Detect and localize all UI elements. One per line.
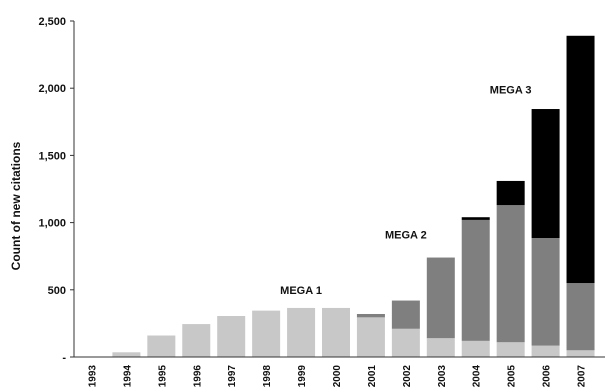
x-tick-label: 2004: [472, 365, 483, 388]
x-tick-label: 2003: [437, 365, 448, 388]
x-tick-label: 1999: [297, 365, 308, 388]
x-tick-label: 1997: [227, 365, 238, 388]
bar-segment-2005-series-1: [496, 342, 525, 357]
bar-segment-1997-series-1: [217, 316, 246, 357]
x-tick-label: 1996: [192, 365, 203, 388]
bar-segment-2002-series-1: [391, 328, 420, 357]
x-tick-label: 2000: [332, 365, 343, 388]
bar-segment-1999-series-1: [287, 307, 316, 357]
y-tick-label: 2,000: [38, 83, 66, 95]
y-tick-label: -: [62, 352, 66, 364]
y-tick-label: 500: [48, 285, 66, 297]
axes-layer: [70, 20, 605, 358]
bar-segment-2003-series-2: [426, 257, 455, 339]
bar-segment-2004-series-3: [461, 217, 490, 220]
bar-segment-2006-series-2: [531, 238, 560, 346]
bar-segment-1996-series-1: [182, 324, 211, 357]
bar-segment-2006-series-3: [531, 109, 560, 239]
bar-segment-1994-series-1: [112, 352, 141, 357]
x-tick-label: 2006: [542, 365, 553, 388]
x-tick-label: 1994: [122, 365, 133, 388]
bar-segment-2004-series-2: [461, 219, 490, 341]
y-tick-label: 1,000: [38, 218, 66, 230]
y-axis-title: Count of new citations: [9, 141, 23, 270]
bar-segment-2004-series-1: [461, 340, 490, 357]
x-tick-label: 1998: [262, 365, 273, 388]
bar-segment-2001-series-1: [356, 317, 385, 357]
x-tick-label: 2002: [402, 365, 413, 388]
x-tick-label: 1993: [87, 365, 98, 388]
bar-segment-2002-series-2: [391, 300, 420, 329]
bar-segment-2003-series-1: [426, 338, 455, 357]
bar-segment-2001-series-2: [356, 313, 385, 318]
x-tick-label: 2001: [367, 365, 378, 388]
bar-segment-2000-series-1: [322, 307, 350, 357]
labels-layer: - 500 1,000 1,500 2,000 2,500 1993 1994 1995 1996…: [38, 16, 587, 387]
bar-segment-2005-series-3: [496, 180, 525, 206]
bar-segment-2007-series-2: [566, 283, 595, 351]
bar-segment-2007-series-1: [566, 350, 595, 357]
bar-segment-2006-series-1: [531, 345, 560, 357]
y-tick-label: 2,500: [38, 16, 66, 28]
bars-layer: [112, 35, 595, 357]
x-tick-label: 2005: [507, 365, 518, 388]
bar-segment-1998-series-1: [252, 310, 281, 357]
x-tick-label: 2007: [577, 365, 588, 388]
y-tick-label: 1,500: [38, 150, 66, 162]
annotation-label: MEGA 1: [280, 285, 322, 297]
bar-segment-2005-series-2: [496, 205, 525, 343]
bar-segment-2007-series-3: [566, 35, 595, 284]
annotation-label: MEGA 3: [490, 85, 532, 97]
bar-segment-1995-series-1: [147, 335, 176, 357]
annotation-label: MEGA 2: [385, 230, 427, 242]
x-tick-label: 1995: [157, 365, 168, 388]
